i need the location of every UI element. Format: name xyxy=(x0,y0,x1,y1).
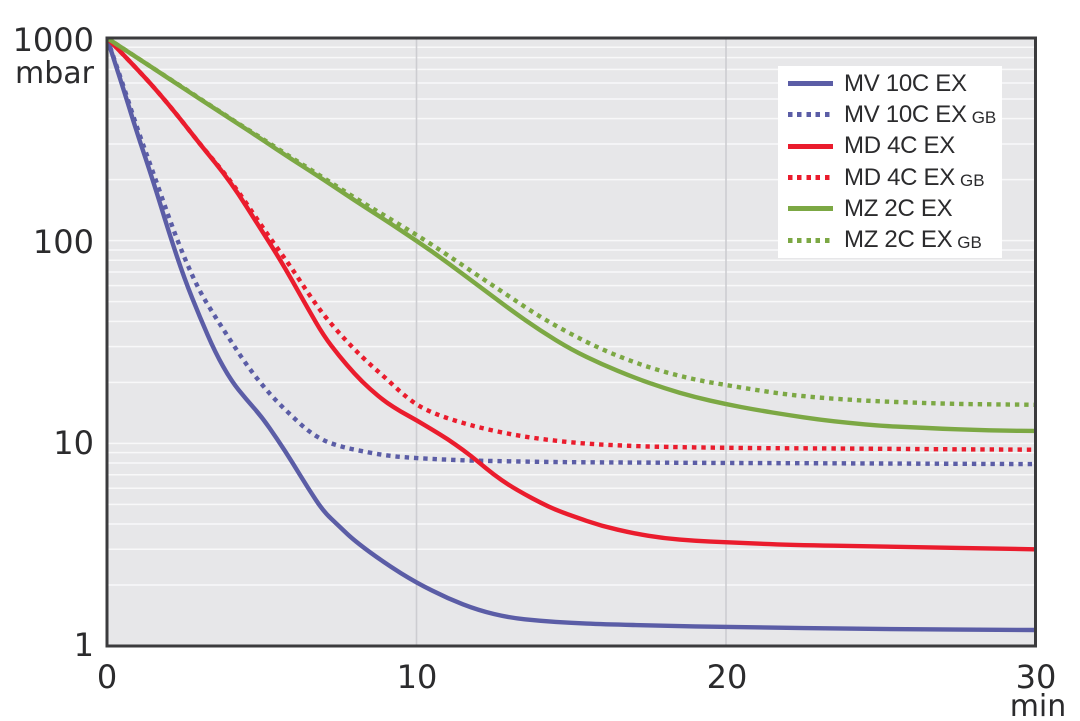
curves xyxy=(108,39,1035,633)
legend-label: MV 10C EX xyxy=(844,100,967,128)
legend-item: MZ 2C EX xyxy=(778,194,1002,224)
y-axis-unit-label: mbar xyxy=(15,56,94,91)
legend-label: MD 4C EX xyxy=(844,163,955,191)
curve-mz-2c-ex xyxy=(108,39,1035,434)
legend-item: MV 10C EX xyxy=(778,69,1002,99)
legend-gb-suffix: GB xyxy=(971,107,997,127)
y-tick-1: 1 xyxy=(73,626,94,664)
legend-label: MV 10C EX xyxy=(844,69,967,97)
legend-swatch-dotted-line xyxy=(788,175,833,181)
legend-item: MD 4C EX GB xyxy=(778,163,1002,193)
plot-border xyxy=(105,36,1037,648)
legend-swatch-dotted-line xyxy=(788,112,833,118)
legend-item: MD 4C EX xyxy=(778,131,1002,161)
legend-gb-suffix: GB xyxy=(957,233,982,253)
x-tick-20: 20 xyxy=(706,658,748,696)
legend-swatch-dotted-line xyxy=(788,237,833,243)
curve-md-4c-ex xyxy=(108,39,1035,552)
curve-mv-10c-ex xyxy=(108,39,1035,633)
legend-label: MZ 2C EX xyxy=(844,226,953,254)
curve-mv-10c-ex-gb xyxy=(108,39,1035,467)
legend-label: MD 4C EX xyxy=(844,132,955,160)
curve-md-4c-ex-gb xyxy=(108,39,1035,452)
curve-mz-2c-ex-gb xyxy=(108,39,1035,407)
legend-gb-suffix: GB xyxy=(959,170,985,190)
legend: MV 10C EX MV 10C EX GB MD 4C EX MD 4C EX… xyxy=(778,66,1002,258)
x-tick-0: 0 xyxy=(96,658,118,696)
legend-label: MZ 2C EX xyxy=(844,194,953,222)
legend-swatch-solid-line xyxy=(788,143,833,149)
legend-item: MV 10C EX GB xyxy=(778,100,1002,130)
x-axis-unit-label: min xyxy=(1009,689,1067,721)
legend-swatch-solid-line xyxy=(788,206,833,212)
x-tick-30: 30 xyxy=(1015,658,1057,696)
x-tick-10: 10 xyxy=(396,658,438,696)
y-tick-100: 100 xyxy=(32,223,94,261)
legend-item: MZ 2C EX GB xyxy=(778,225,1002,255)
y-tick-1000: 1000 xyxy=(12,21,94,59)
legend-swatch-solid-line xyxy=(788,81,833,87)
y-tick-10: 10 xyxy=(53,424,94,462)
